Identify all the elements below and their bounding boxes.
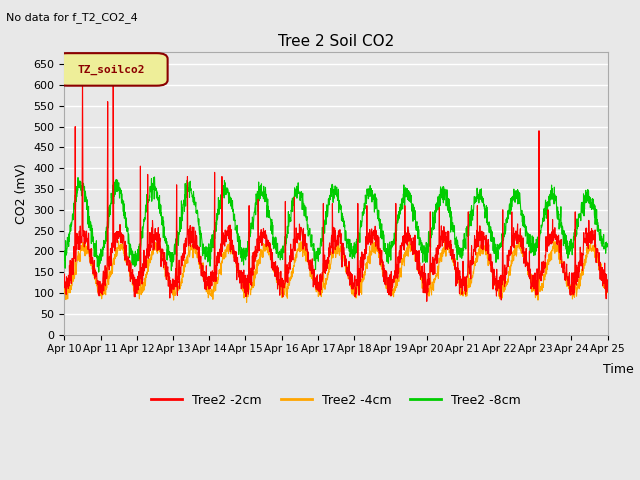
FancyBboxPatch shape — [56, 53, 168, 86]
Text: No data for f_T2_CO2_4: No data for f_T2_CO2_4 — [6, 12, 138, 23]
Legend: Tree2 -2cm, Tree2 -4cm, Tree2 -8cm: Tree2 -2cm, Tree2 -4cm, Tree2 -8cm — [146, 389, 526, 412]
Title: Tree 2 Soil CO2: Tree 2 Soil CO2 — [278, 34, 394, 49]
Y-axis label: CO2 (mV): CO2 (mV) — [15, 163, 28, 224]
X-axis label: Time: Time — [603, 363, 634, 376]
Text: TZ_soilco2: TZ_soilco2 — [78, 64, 145, 74]
